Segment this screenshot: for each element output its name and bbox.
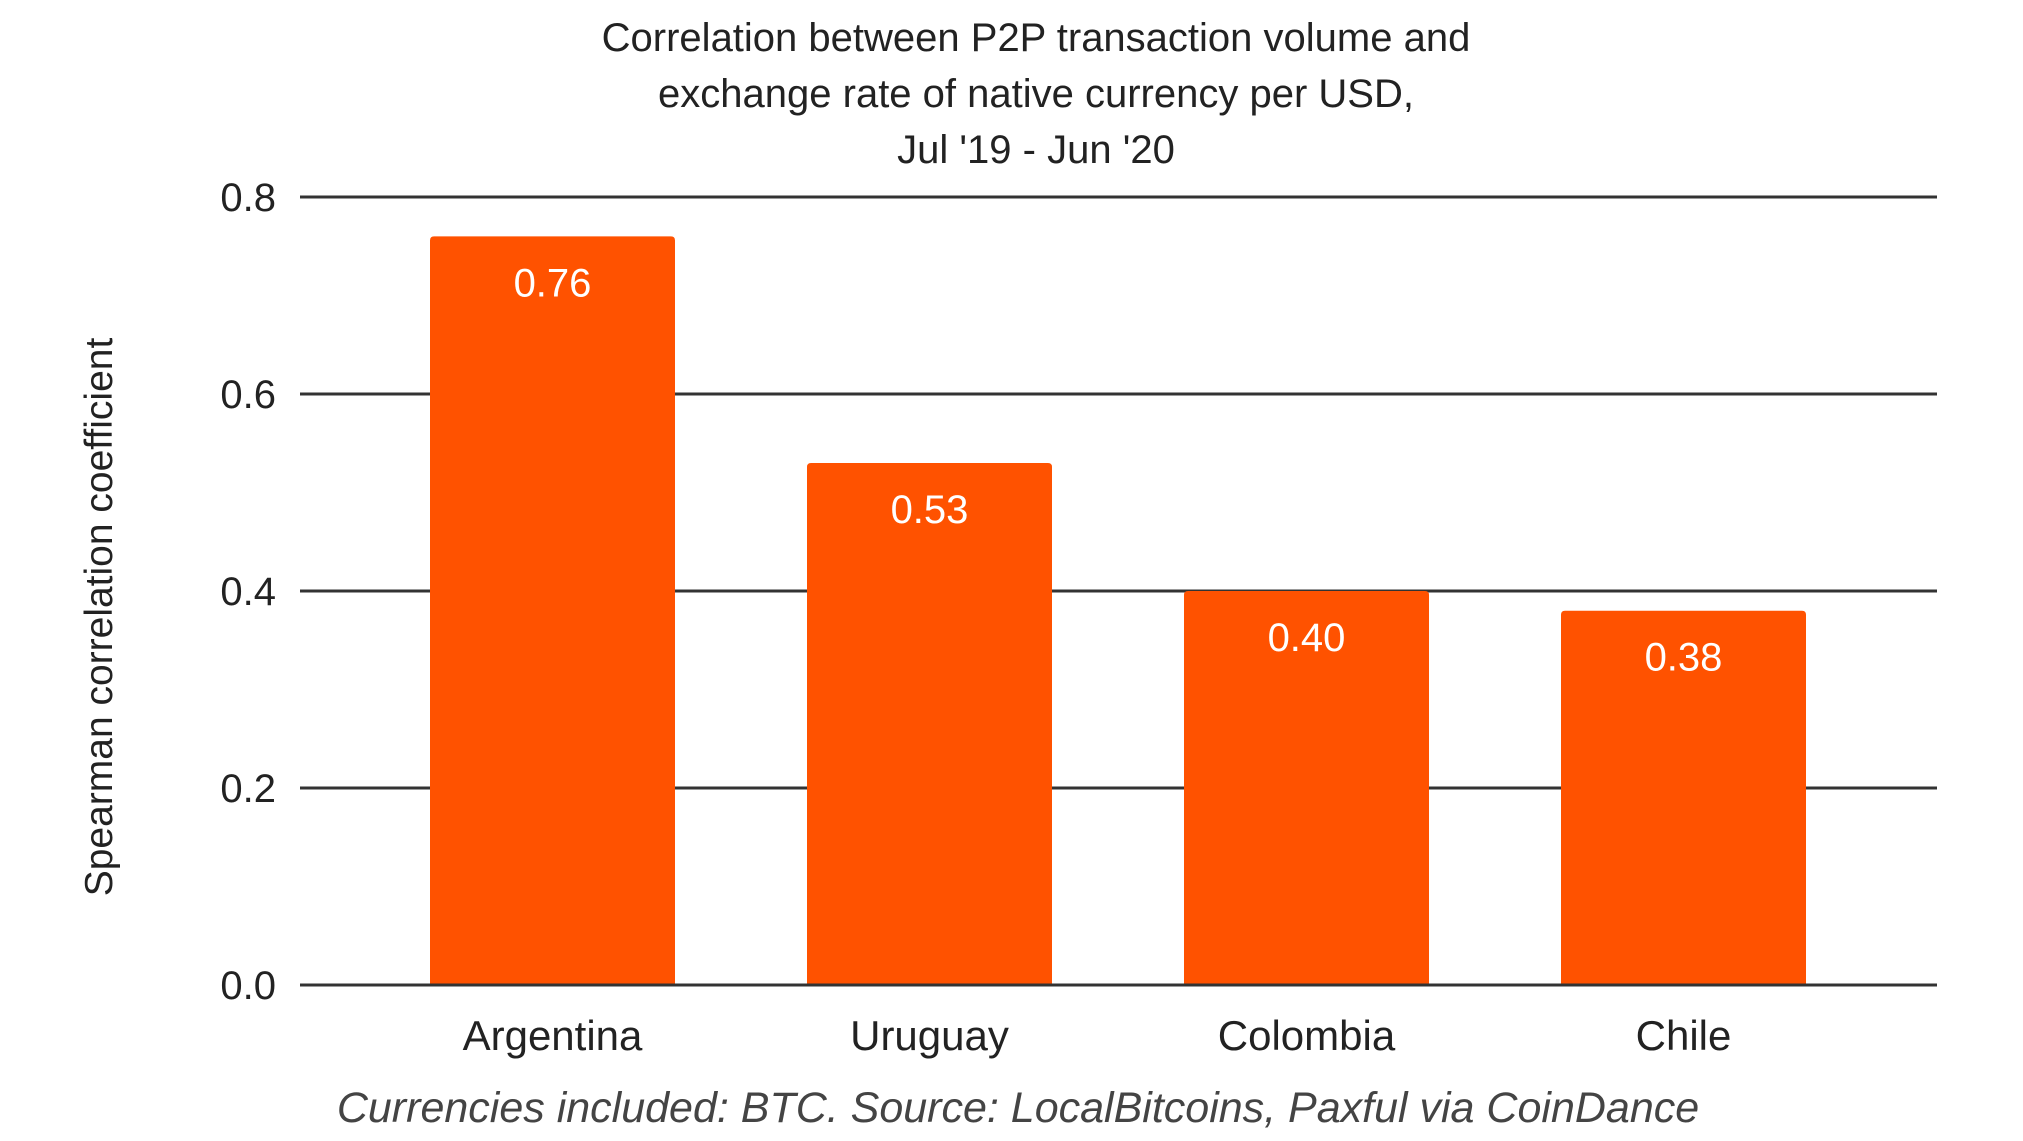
bar-value-label: 0.40 [1268,616,1346,660]
x-category-label: Colombia [1218,1012,1396,1059]
bar-uruguay [807,462,1052,985]
y-tick-label: 0.0 [220,964,276,1008]
bar-chile [1561,610,1806,985]
chart-title-line: exchange rate of native currency per USD… [658,72,1414,116]
bar-colombia [1184,591,1429,985]
bars: 0.76 Argentina 0.53 Uruguay 0.40 Colombia 0.38… [300,236,1937,1059]
gridlines: 0.0 0.2 0.4 0.6 0.8 [220,176,1937,1008]
chart-title: Correlation between P2P transaction volu… [602,16,1471,172]
bar-value-label: 0.53 [891,488,969,532]
y-tick-label: 0.4 [220,570,276,614]
bar-value-label: 0.38 [1645,636,1723,680]
x-category-label: Chile [1636,1012,1732,1059]
x-category-label: Argentina [463,1012,643,1059]
y-axis-label: Spearman correlation coefficient [78,338,121,897]
chart-title-line: Jul '19 - Jun '20 [897,128,1175,172]
y-tick-label: 0.2 [220,767,276,811]
bar-value-label: 0.76 [514,261,592,305]
x-category-label: Uruguay [850,1012,1009,1059]
chart-title-line: Correlation between P2P transaction volu… [602,16,1471,60]
footnote: Currencies included: BTC. Source: LocalB… [337,1084,1699,1132]
y-tick-label: 0.6 [220,373,276,417]
bar-argentina [430,236,675,985]
y-tick-label: 0.8 [220,176,276,220]
